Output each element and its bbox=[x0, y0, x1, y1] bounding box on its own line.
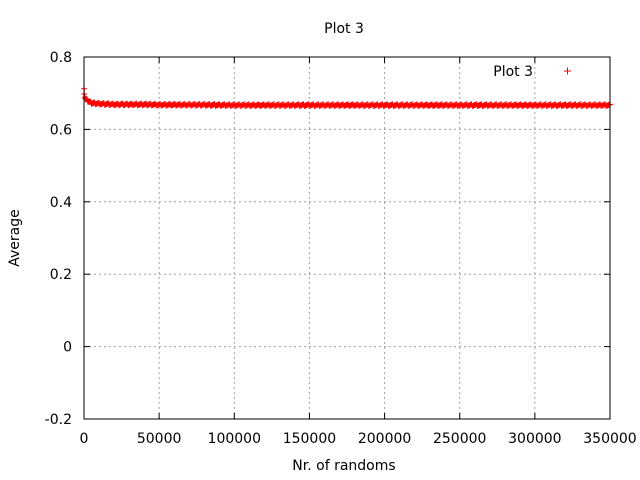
x-tick-label: 0 bbox=[80, 431, 89, 447]
plot-frame bbox=[83, 56, 611, 420]
y-tick-label: 0.8 bbox=[50, 50, 72, 66]
x-tick-label: 50000 bbox=[137, 431, 182, 447]
x-tick-label: 300000 bbox=[508, 431, 561, 447]
series-layer bbox=[81, 85, 613, 109]
y-tick-label: 0.4 bbox=[50, 195, 72, 211]
legend-label: Plot 3 bbox=[493, 64, 533, 80]
x-tick-label: 350000 bbox=[583, 431, 636, 447]
ticks: 0 50000 100000 150000 200000 250000 300000 3500… bbox=[45, 50, 637, 447]
y-tick-label: -0.2 bbox=[45, 412, 72, 428]
y-tick-label: 0.2 bbox=[50, 267, 72, 283]
y-axis-label: Average bbox=[7, 209, 23, 267]
x-axis-label: Nr. of randoms bbox=[292, 458, 395, 474]
y-tick-label: 0.6 bbox=[50, 122, 72, 138]
grid bbox=[84, 57, 610, 419]
y-tick-label: 0 bbox=[63, 340, 72, 356]
x-tick-label: 250000 bbox=[433, 431, 486, 447]
x-tick-label: 200000 bbox=[358, 431, 411, 447]
x-tick-label: 100000 bbox=[208, 431, 261, 447]
chart-title: Plot 3 bbox=[324, 21, 364, 37]
legend-marker bbox=[564, 67, 571, 75]
legend: Plot 3 bbox=[493, 64, 571, 80]
x-tick-label: 150000 bbox=[283, 431, 336, 447]
